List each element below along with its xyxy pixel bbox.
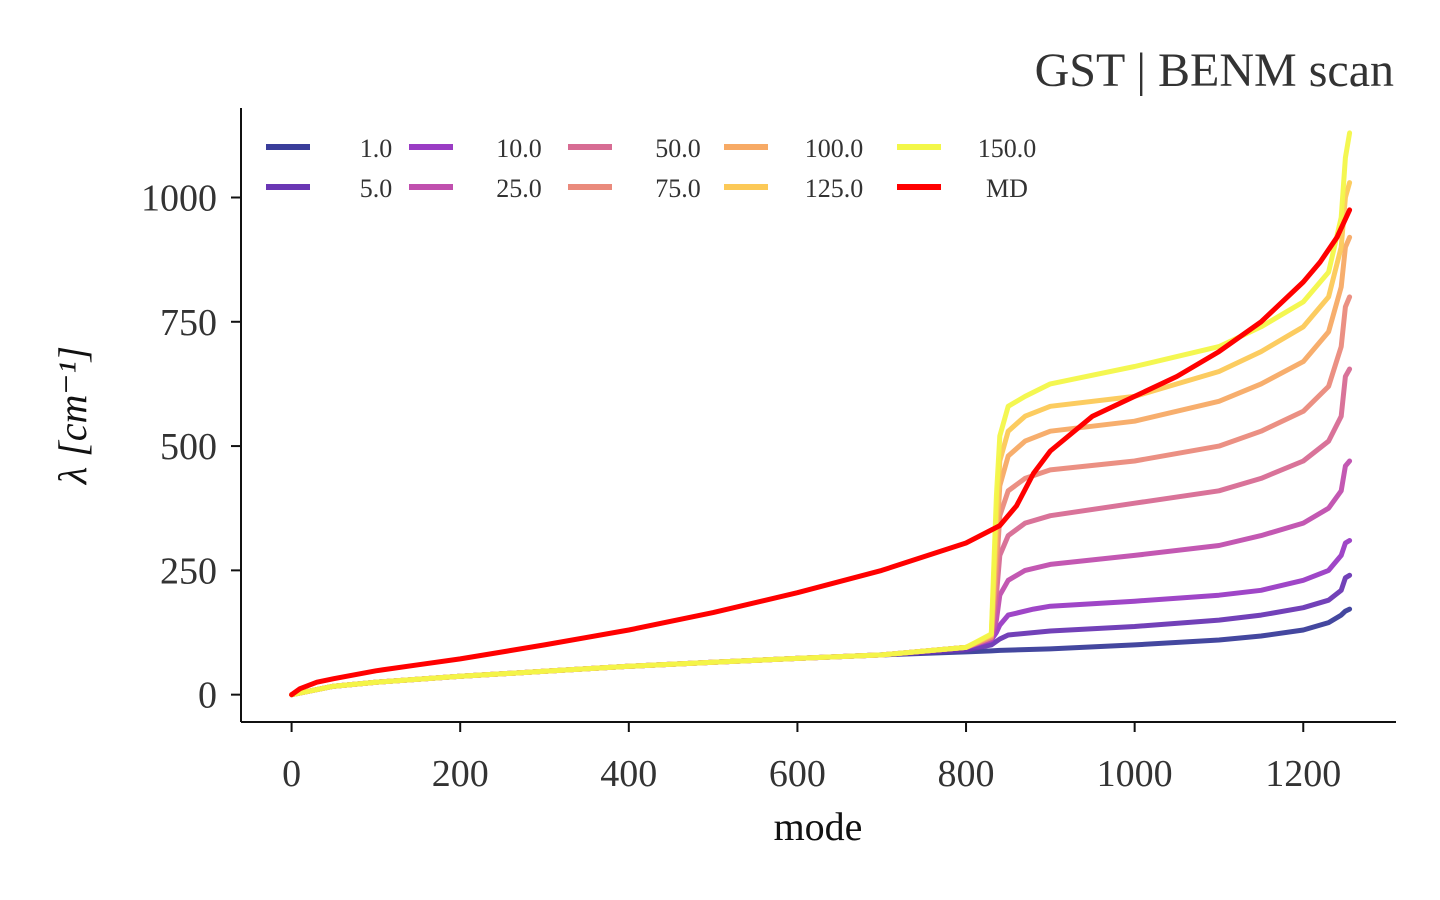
- legend-label: 10.0: [496, 134, 542, 163]
- axes: [240, 108, 1396, 723]
- legend-label: 1.0: [360, 134, 393, 163]
- legend-label: 75.0: [655, 174, 701, 203]
- chart-title: GST | BENM scan: [1035, 44, 1394, 97]
- legend-label: 25.0: [496, 174, 542, 203]
- series-line-125-0: [289, 180, 1353, 698]
- series-layer: [289, 130, 1353, 698]
- x-tick-label: 200: [432, 753, 489, 795]
- x-tick-label: 0: [282, 753, 301, 795]
- legend-label: 50.0: [655, 134, 701, 163]
- y-tick-label: 1000: [141, 177, 217, 219]
- y-axis-label: λ [cm⁻¹]: [50, 346, 95, 485]
- x-tick-label: 800: [938, 753, 995, 795]
- legend-label: 125.0: [805, 174, 864, 203]
- series-line-100-0: [289, 234, 1353, 698]
- legend-label: 150.0: [978, 134, 1037, 163]
- y-tick-label: 750: [160, 302, 217, 344]
- legend: 1.0 5.0 10.0 25.0 50.0 75.0 100.0 125.0 150.0 MD: [266, 134, 1036, 203]
- x-tick-label: 600: [769, 753, 826, 795]
- x-tick-label: 1000: [1097, 753, 1173, 795]
- y-ticks: 0 250 500 750 1000: [141, 177, 241, 717]
- y-tick-label: 250: [160, 550, 217, 592]
- y-tick-label: 500: [160, 426, 217, 468]
- x-tick-label: 400: [600, 753, 657, 795]
- legend-label: 5.0: [360, 174, 393, 203]
- series-line-150-0: [289, 130, 1353, 698]
- legend-label: MD: [986, 174, 1028, 203]
- x-axis-label: mode: [774, 804, 863, 849]
- x-ticks: 0 200 400 600 800 1000 1200: [282, 722, 1341, 795]
- y-tick-label: 0: [198, 675, 217, 717]
- series-line-10-0: [289, 538, 1353, 698]
- legend-label: 100.0: [805, 134, 864, 163]
- x-tick-label: 1200: [1265, 753, 1341, 795]
- series-line-md: [289, 207, 1353, 698]
- series-line-50-0: [289, 366, 1353, 698]
